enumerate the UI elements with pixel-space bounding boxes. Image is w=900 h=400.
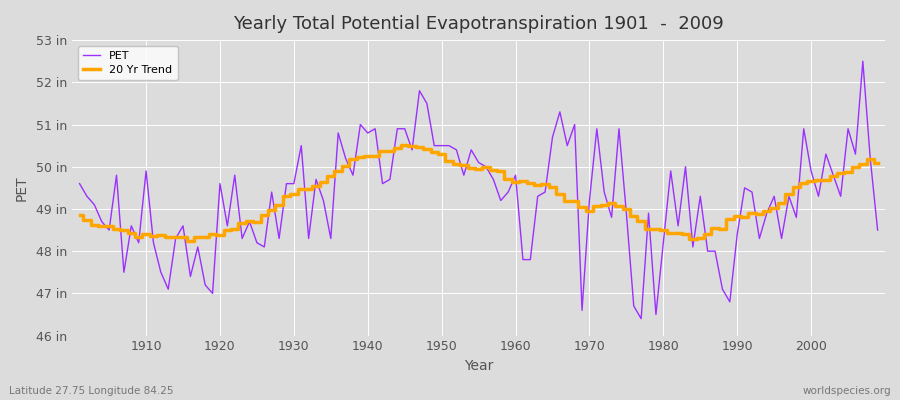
PET <box>340 156 351 161</box>
Text: worldspecies.org: worldspecies.org <box>803 386 891 396</box>
20 Yr Trend <box>133 234 144 239</box>
Line: PET: PET <box>79 61 878 319</box>
Text: Latitude 27.75 Longitude 84.25: Latitude 27.75 Longitude 84.25 <box>9 386 174 396</box>
Line: 20 Yr Trend: 20 Yr Trend <box>79 144 878 241</box>
20 Yr Trend <box>400 142 410 147</box>
PET <box>598 190 609 194</box>
PET <box>510 173 521 178</box>
20 Yr Trend <box>518 178 528 183</box>
PET <box>74 181 85 186</box>
PET <box>133 240 144 245</box>
X-axis label: Year: Year <box>464 359 493 373</box>
PET <box>858 59 868 64</box>
PET <box>872 228 883 232</box>
20 Yr Trend <box>74 213 85 218</box>
PET <box>635 316 646 321</box>
20 Yr Trend <box>185 238 196 243</box>
PET <box>503 190 514 194</box>
20 Yr Trend <box>872 160 883 165</box>
Legend: PET, 20 Yr Trend: PET, 20 Yr Trend <box>77 46 177 80</box>
20 Yr Trend <box>347 157 358 162</box>
20 Yr Trend <box>303 187 314 192</box>
Y-axis label: PET: PET <box>15 175 29 201</box>
20 Yr Trend <box>614 203 625 208</box>
Title: Yearly Total Potential Evapotranspiration 1901  -  2009: Yearly Total Potential Evapotranspiratio… <box>233 15 724 33</box>
PET <box>296 143 307 148</box>
20 Yr Trend <box>525 180 535 185</box>
